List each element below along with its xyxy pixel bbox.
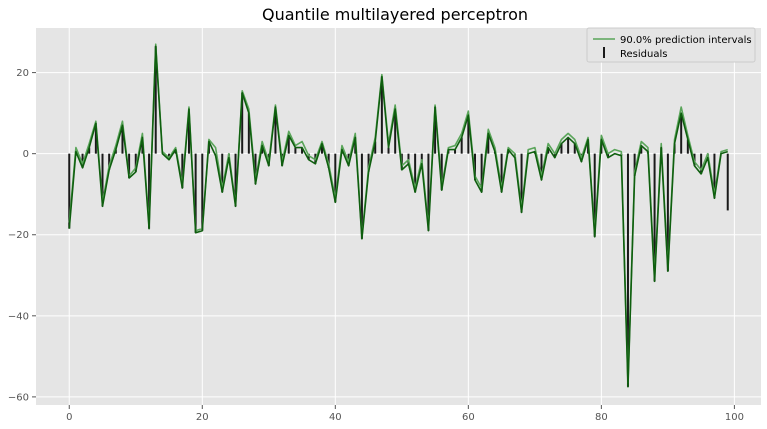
y-tick-label: 20 (16, 68, 29, 79)
x-tick-label: 40 (329, 412, 342, 423)
y-axis-ticks: −60 −40 −20 0 20 (8, 68, 36, 403)
lower-interval-line (68, 45, 728, 388)
legend: 90.0% prediction intervals Residuals (586, 27, 756, 63)
y-tick-label: 0 (23, 149, 29, 160)
x-tick-label: 0 (66, 412, 72, 423)
x-tick-label: 60 (462, 412, 475, 423)
legend-label-residuals: Residuals (620, 49, 667, 60)
legend-label-intervals: 90.0% prediction intervals (620, 35, 752, 46)
x-tick-label: 20 (196, 412, 209, 423)
x-tick-label: 80 (595, 412, 608, 423)
plot-area (36, 28, 761, 405)
y-tick-label: −40 (8, 311, 29, 322)
prediction-interval-series (68, 43, 728, 388)
y-tick-label: −60 (8, 392, 29, 403)
x-tick-label: 100 (725, 412, 744, 423)
legend-box (586, 27, 756, 63)
x-axis-ticks: 0 20 40 60 80 100 (66, 405, 744, 423)
y-tick-label: −20 (8, 230, 29, 241)
chart-title: Quantile multilayered perceptron (262, 5, 528, 24)
